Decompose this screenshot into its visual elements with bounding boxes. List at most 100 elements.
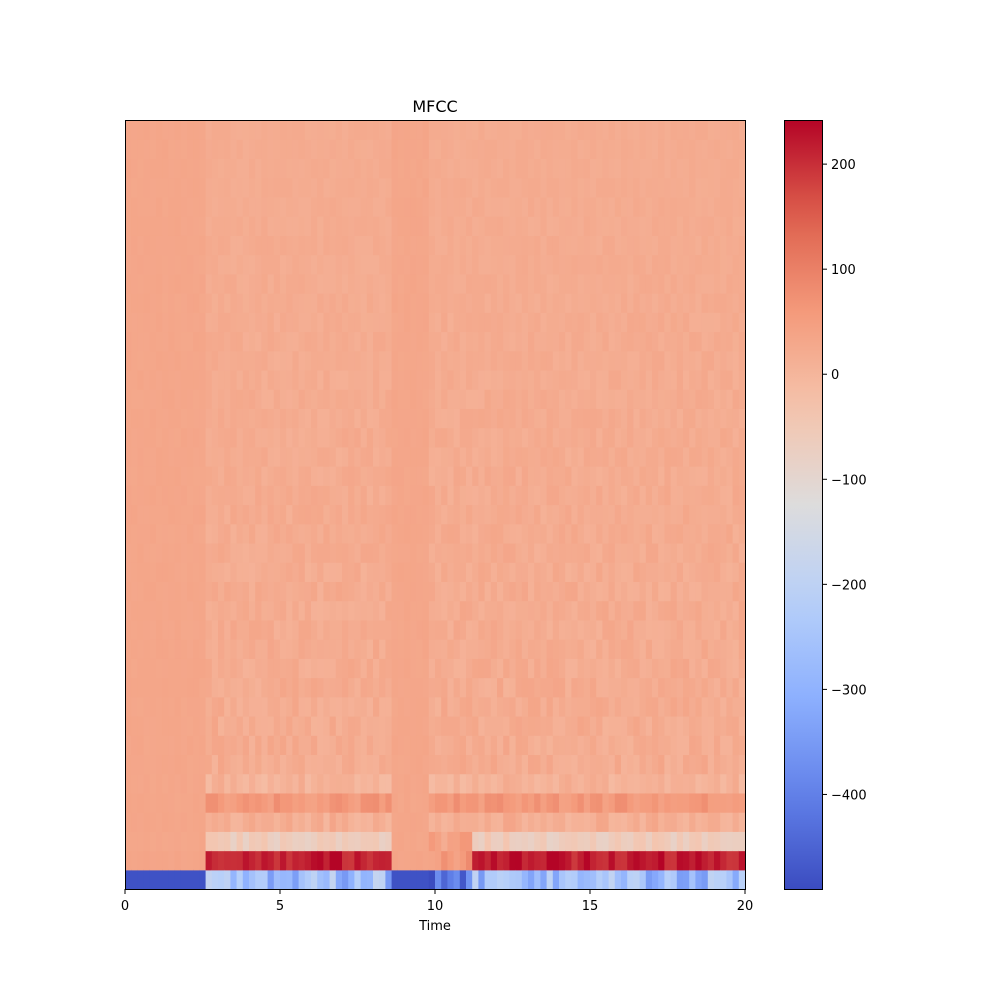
- heatmap-cell: [199, 216, 207, 236]
- heatmap-cell: [273, 523, 281, 544]
- heatmap-cell: [720, 773, 727, 794]
- heatmap-cell: [292, 696, 300, 717]
- heatmap-cell: [366, 369, 374, 390]
- heatmap-cell: [211, 523, 219, 544]
- heatmap-cell: [720, 485, 727, 506]
- heatmap-cell: [633, 139, 641, 160]
- heatmap-cell: [304, 562, 312, 582]
- heatmap-cell: [701, 812, 709, 832]
- heatmap-cell: [466, 273, 473, 294]
- heatmap-cell: [683, 485, 690, 506]
- heatmap-cell: [497, 158, 504, 179]
- heatmap-cell: [342, 773, 349, 794]
- heatmap-cell: [125, 523, 132, 544]
- heatmap-cell: [286, 869, 293, 890]
- heatmap-cell: [472, 562, 479, 582]
- heatmap-cell: [143, 273, 151, 294]
- heatmap-cell: [348, 235, 355, 256]
- heatmap-cell: [187, 293, 194, 313]
- heatmap-cell: [236, 177, 244, 198]
- colorbar-frame: [784, 120, 823, 890]
- heatmap-cell: [720, 312, 727, 333]
- heatmap-cell: [509, 735, 517, 756]
- heatmap-cell: [379, 639, 386, 659]
- heatmap-cell: [583, 466, 591, 486]
- heatmap-cell: [304, 446, 312, 467]
- heatmap-cell: [664, 273, 672, 294]
- heatmap-cell: [205, 600, 213, 621]
- heatmap-cell: [503, 581, 510, 602]
- heatmap-cell: [174, 408, 182, 429]
- heatmap-cell: [317, 466, 324, 486]
- heatmap-cell: [689, 331, 696, 352]
- heatmap-cell: [156, 715, 163, 736]
- heatmap-cell: [614, 273, 622, 294]
- heatmap-cell: [168, 446, 176, 467]
- heatmap-cell: [360, 485, 368, 506]
- heatmap-cell: [453, 273, 461, 294]
- heatmap-cell: [125, 177, 132, 198]
- heatmap-cell: [614, 600, 622, 621]
- heatmap-cell: [676, 639, 684, 659]
- heatmap-cell: [466, 581, 473, 602]
- heatmap-cell: [304, 389, 312, 409]
- heatmap-cell: [633, 273, 641, 294]
- heatmap-cell: [397, 715, 405, 736]
- heatmap-cell: [639, 177, 647, 198]
- heatmap-cell: [590, 293, 597, 313]
- heatmap-cell: [168, 735, 176, 756]
- heatmap-cell: [335, 293, 343, 313]
- heatmap-cell: [249, 466, 256, 486]
- heatmap-cell: [205, 677, 213, 698]
- heatmap-cell: [614, 696, 622, 717]
- heatmap-cell: [267, 696, 275, 717]
- heatmap-cell: [304, 523, 312, 544]
- heatmap-cell: [484, 773, 492, 794]
- heatmap-cell: [515, 677, 523, 698]
- heatmap-cell: [323, 216, 331, 236]
- heatmap-cell: [683, 677, 690, 698]
- heatmap-cell: [187, 158, 194, 179]
- heatmap-cell: [534, 427, 541, 448]
- heatmap-cell: [149, 792, 157, 813]
- heatmap-cell: [695, 581, 703, 602]
- heatmap-cell: [577, 235, 585, 256]
- heatmap-cell: [453, 466, 461, 486]
- heatmap-cell: [211, 677, 219, 698]
- heatmap-cell: [342, 715, 349, 736]
- heatmap-cell: [571, 869, 579, 890]
- heatmap-cell: [447, 350, 455, 371]
- heatmap-cell: [497, 523, 504, 544]
- heatmap-cell: [373, 619, 380, 640]
- heatmap-cell: [590, 581, 597, 602]
- heatmap-cell: [342, 350, 349, 371]
- heatmap-cell: [490, 254, 498, 275]
- heatmap-cell: [329, 600, 337, 621]
- heatmap-cell: [342, 177, 349, 198]
- heatmap-cell: [676, 831, 684, 852]
- heatmap-cell: [131, 427, 138, 448]
- heatmap-cell: [521, 869, 529, 890]
- heatmap-cell: [416, 619, 424, 640]
- heatmap-cell: [546, 658, 554, 679]
- heatmap-cell: [205, 754, 213, 775]
- heatmap-cell: [354, 831, 362, 852]
- heatmap-cell: [280, 369, 287, 390]
- heatmap-cell: [658, 196, 665, 217]
- heatmap-cell: [478, 369, 486, 390]
- heatmap-cell: [627, 485, 634, 506]
- heatmap-cell: [273, 427, 281, 448]
- heatmap-cell: [162, 312, 169, 333]
- heatmap-cell: [180, 773, 188, 794]
- heatmap-cell: [497, 542, 504, 563]
- heatmap-cell: [149, 312, 157, 333]
- heatmap-cell: [211, 235, 219, 256]
- heatmap-cell: [224, 331, 231, 352]
- heatmap-cell: [149, 120, 157, 140]
- heatmap-cell: [534, 446, 541, 467]
- heatmap-cell: [428, 677, 436, 698]
- heatmap-cell: [360, 254, 368, 275]
- heatmap-cell: [261, 562, 269, 582]
- heatmap-cell: [373, 216, 380, 236]
- heatmap-cell: [273, 293, 281, 313]
